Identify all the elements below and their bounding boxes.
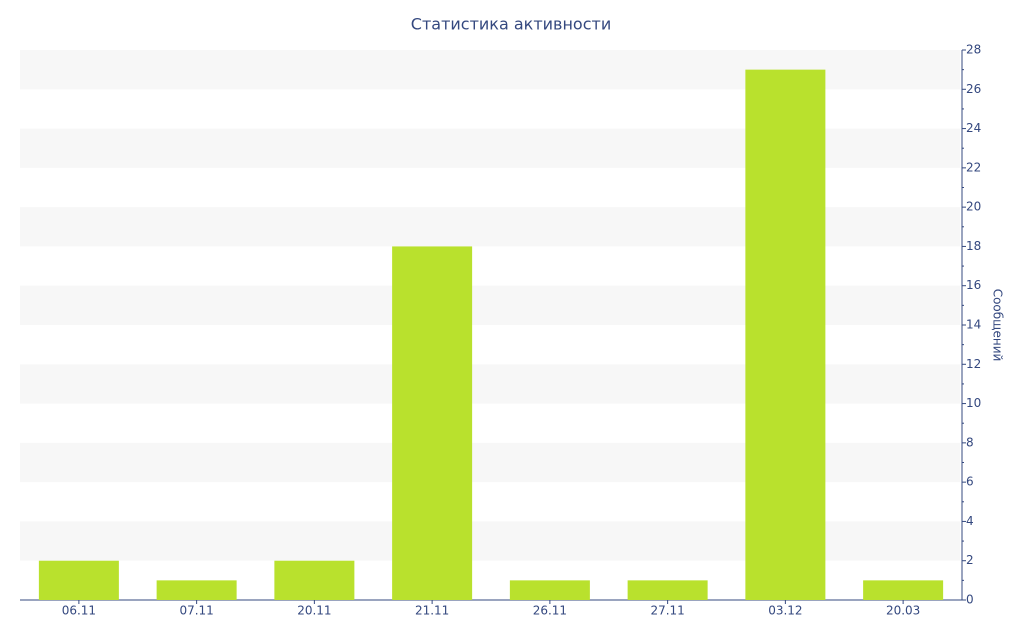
bar <box>745 69 826 600</box>
x-tick-label: 20.11 <box>297 604 331 618</box>
bar <box>509 580 590 600</box>
chart-title: Статистика активности <box>411 15 611 34</box>
y-tick-label: 2 <box>966 553 974 567</box>
y-tick-label: 12 <box>966 357 981 371</box>
x-tick-label: 20.03 <box>886 604 920 618</box>
y-tick-label: 24 <box>966 121 981 135</box>
x-tick-label: 06.11 <box>62 604 96 618</box>
y-tick-label: 10 <box>966 396 981 410</box>
x-tick-label: 26.11 <box>533 604 567 618</box>
y-axis-label: Сообщений <box>991 289 1005 362</box>
y-tick-label: 20 <box>966 200 981 214</box>
y-tick-label: 28 <box>966 43 981 57</box>
y-tick-label: 22 <box>966 160 981 174</box>
x-tick-label: 27.11 <box>650 604 684 618</box>
y-tick-label: 16 <box>966 278 981 292</box>
y-tick-label: 6 <box>966 475 974 489</box>
bar <box>392 246 473 600</box>
bar <box>38 560 119 600</box>
bar <box>156 580 237 600</box>
y-tick-label: 0 <box>966 593 974 607</box>
x-tick-label: 07.11 <box>179 604 213 618</box>
x-tick-label: 21.11 <box>415 604 449 618</box>
bar <box>863 580 944 600</box>
bar <box>627 580 708 600</box>
y-tick-label: 8 <box>966 435 974 449</box>
y-tick-label: 4 <box>966 514 974 528</box>
y-tick-label: 26 <box>966 82 981 96</box>
x-tick-label: 03.12 <box>768 604 802 618</box>
y-tick-label: 14 <box>966 318 981 332</box>
y-tick-label: 18 <box>966 239 981 253</box>
bar <box>274 560 355 600</box>
